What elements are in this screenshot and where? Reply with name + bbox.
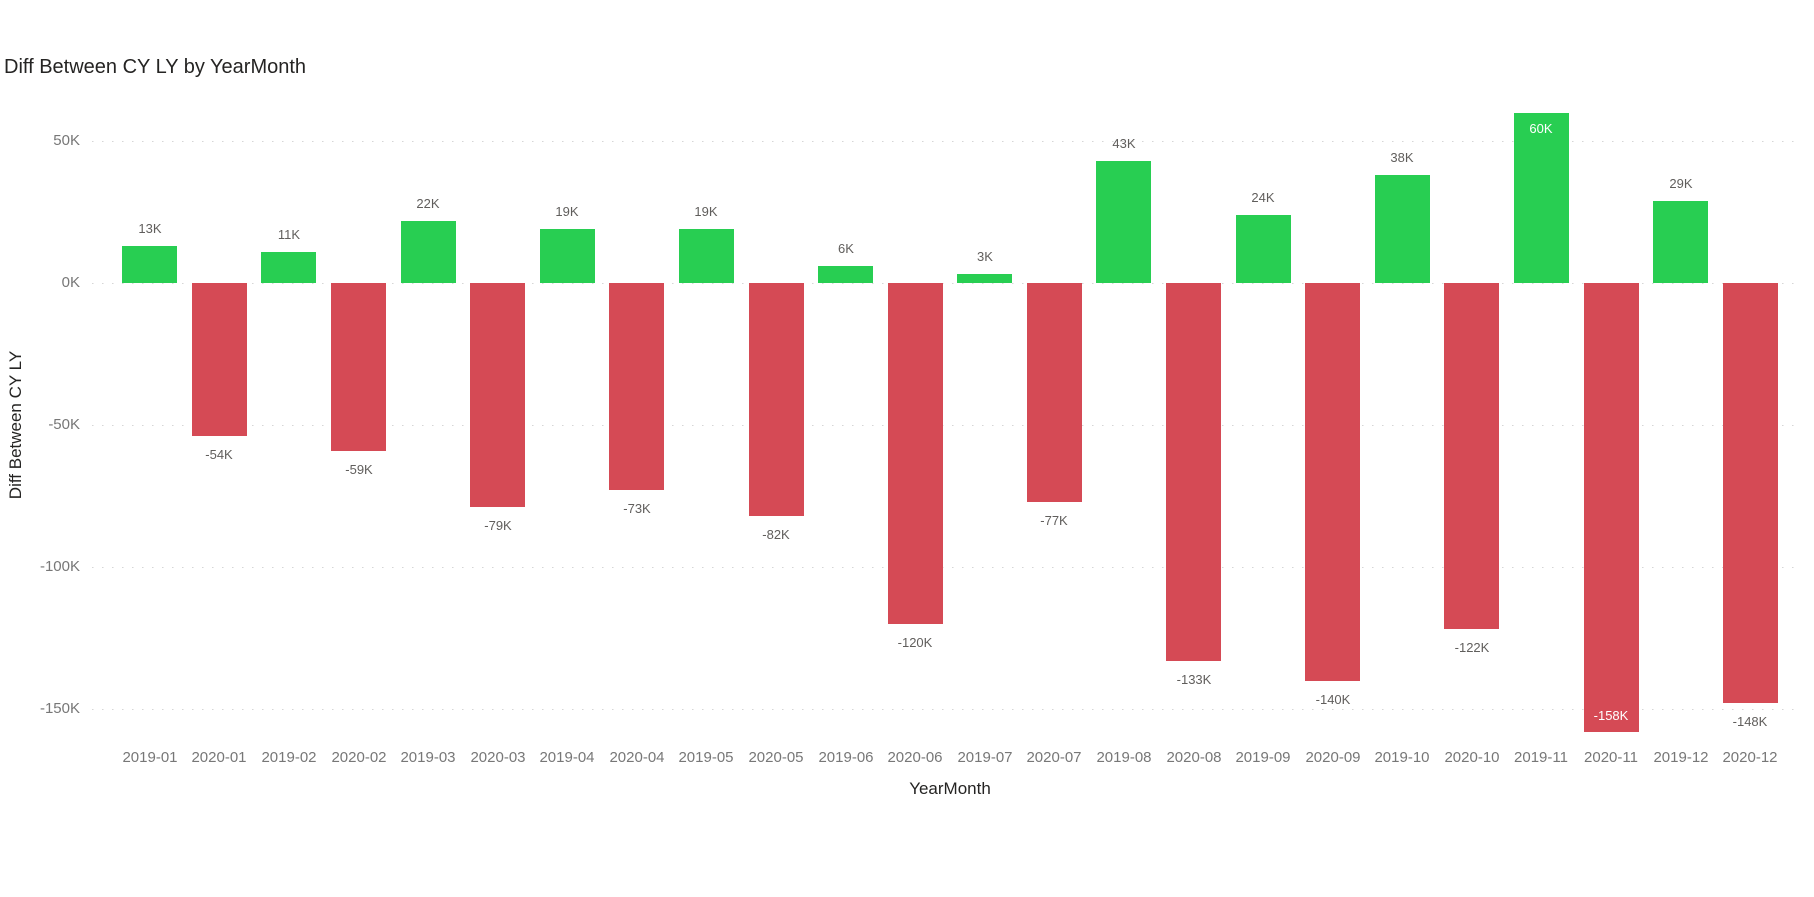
x-axis-title: YearMonth <box>909 779 991 798</box>
x-tick-label-2020-10: 2020-10 <box>1444 749 1500 766</box>
y-tick-label--100K: -100K <box>39 558 80 575</box>
data-label-2019-08: 43K <box>1112 136 1136 151</box>
x-tick-label-2019-06: 2019-06 <box>818 749 874 766</box>
data-label-2019-04: 19K <box>555 204 579 219</box>
bar-2019-09[interactable] <box>1236 215 1291 283</box>
data-label-2020-09: -140K <box>1315 692 1351 707</box>
data-label-2019-11: 60K <box>1529 121 1553 136</box>
bar-2020-06[interactable] <box>888 283 943 624</box>
bar-2019-12[interactable] <box>1653 201 1708 283</box>
bar-2020-09[interactable] <box>1305 283 1360 681</box>
x-tick-label-2020-06: 2020-06 <box>887 749 943 766</box>
bar-2020-08[interactable] <box>1166 283 1221 661</box>
bar-2019-02[interactable] <box>261 252 316 283</box>
gridline--100K <box>92 567 1800 568</box>
data-label-2019-01: 13K <box>138 221 162 236</box>
data-label-2020-01: -54K <box>205 447 233 462</box>
x-tick-label-2020-09: 2020-09 <box>1305 749 1361 766</box>
bar-2019-04[interactable] <box>540 229 595 283</box>
bar-2019-11[interactable] <box>1514 113 1569 283</box>
x-tick-label-2019-11: 2019-11 <box>1514 749 1568 766</box>
x-tick-label-2020-08: 2020-08 <box>1166 749 1222 766</box>
x-tick-label-2019-05: 2019-05 <box>678 749 734 766</box>
x-tick-label-2020-05: 2020-05 <box>748 749 804 766</box>
data-label-2019-07: 3K <box>977 249 993 264</box>
data-label-2020-10: -122K <box>1454 640 1490 655</box>
data-label-2020-07: -77K <box>1040 513 1068 528</box>
bar-2020-05[interactable] <box>749 283 804 516</box>
x-tick-label-2020-02: 2020-02 <box>331 749 387 766</box>
bar-2019-03[interactable] <box>401 221 456 283</box>
x-tick-label-2020-07: 2020-07 <box>1026 749 1082 766</box>
y-tick-label-0K: 0K <box>61 274 80 291</box>
data-label-2020-06: -120K <box>897 635 933 650</box>
data-label-2019-10: 38K <box>1390 150 1414 165</box>
bar-2019-05[interactable] <box>679 229 734 283</box>
x-tick-label-2019-12: 2019-12 <box>1653 749 1709 766</box>
bar-2019-08[interactable] <box>1096 161 1151 283</box>
x-tick-label-2020-01: 2020-01 <box>191 749 247 766</box>
gridline--50K <box>92 425 1800 426</box>
data-label-2019-02: 11K <box>277 227 301 242</box>
data-label-2019-12: 29K <box>1669 176 1693 191</box>
bar-2019-06[interactable] <box>818 266 873 283</box>
bar-2020-04[interactable] <box>609 283 664 490</box>
gridline-50K <box>92 141 1800 142</box>
data-label-2019-03: 22K <box>416 196 440 211</box>
x-tick-label-2020-12: 2020-12 <box>1722 749 1778 766</box>
bar-2019-10[interactable] <box>1375 175 1430 283</box>
data-label-2020-12: -148K <box>1732 714 1768 729</box>
data-label-2020-04: -73K <box>623 501 651 516</box>
x-tick-label-2020-03: 2020-03 <box>470 749 526 766</box>
data-label-2020-08: -133K <box>1176 672 1212 687</box>
x-tick-label-2019-02: 2019-02 <box>261 749 317 766</box>
x-tick-label-2020-11: 2020-11 <box>1584 749 1638 766</box>
x-tick-label-2019-04: 2019-04 <box>539 749 595 766</box>
x-tick-label-2019-08: 2019-08 <box>1096 749 1152 766</box>
bar-2020-03[interactable] <box>470 283 525 507</box>
bar-2020-07[interactable] <box>1027 283 1082 502</box>
x-tick-label-2019-07: 2019-07 <box>957 749 1013 766</box>
data-label-2020-11: -158K <box>1593 708 1629 723</box>
x-tick-label-2020-04: 2020-04 <box>609 749 665 766</box>
bar-2020-11[interactable] <box>1584 283 1639 732</box>
y-tick-label-50K: 50K <box>53 132 80 149</box>
x-tick-label-2019-09: 2019-09 <box>1235 749 1291 766</box>
data-label-2020-03: -79K <box>484 518 512 533</box>
y-tick-label--50K: -50K <box>48 416 80 433</box>
y-tick-label--150K: -150K <box>39 700 80 717</box>
data-label-2019-09: 24K <box>1251 190 1275 205</box>
bar-2020-02[interactable] <box>331 283 386 451</box>
data-label-2019-05: 19K <box>694 204 718 219</box>
data-label-2019-06: 6K <box>838 241 854 256</box>
chart-title: Diff Between CY LY by YearMonth <box>4 56 307 78</box>
bar-2020-10[interactable] <box>1444 283 1499 629</box>
bar-2019-07[interactable] <box>957 274 1012 283</box>
x-tick-label-2019-01: 2019-01 <box>122 749 178 766</box>
data-label-2020-05: -82K <box>762 527 790 542</box>
bar-2020-01[interactable] <box>192 283 247 436</box>
gridline--150K <box>92 709 1800 710</box>
bar-2019-01[interactable] <box>122 246 177 283</box>
data-label-2020-02: -59K <box>345 462 373 477</box>
x-tick-label-2019-10: 2019-10 <box>1374 749 1430 766</box>
x-tick-label-2019-03: 2019-03 <box>400 749 456 766</box>
bar-2020-12[interactable] <box>1723 283 1778 703</box>
gridline-0K <box>92 283 1800 284</box>
